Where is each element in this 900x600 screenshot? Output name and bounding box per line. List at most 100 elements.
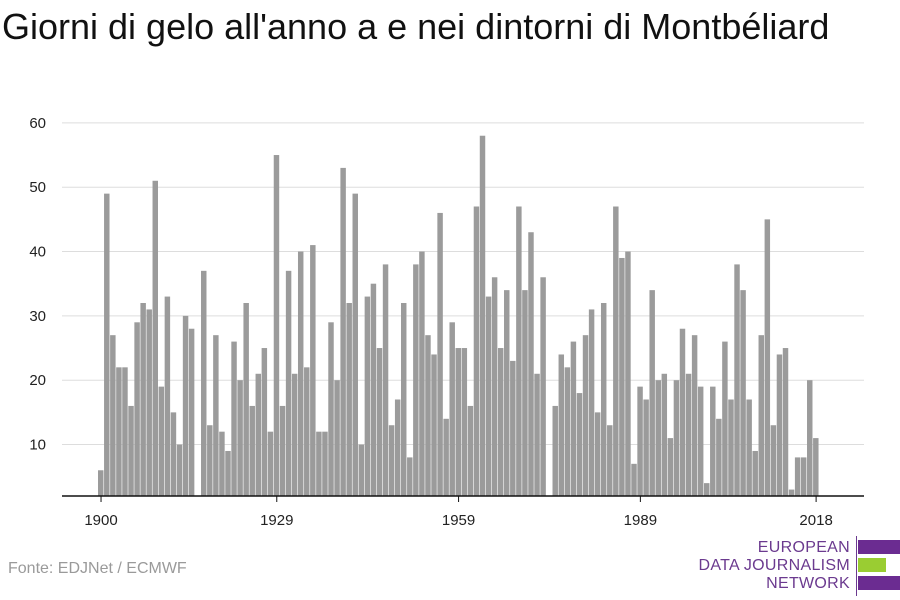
bar — [364, 296, 371, 496]
bar — [334, 380, 340, 496]
bar — [479, 135, 486, 496]
bar — [419, 251, 425, 496]
bar — [552, 405, 558, 496]
bar — [813, 438, 819, 496]
bar — [231, 341, 237, 496]
bar — [770, 425, 777, 496]
bar — [455, 348, 461, 496]
bar — [237, 380, 243, 496]
bar — [600, 303, 607, 496]
bar — [673, 380, 680, 496]
bar — [576, 393, 583, 496]
bar — [382, 264, 389, 496]
bar — [667, 438, 674, 496]
bar — [279, 405, 286, 496]
bar — [225, 450, 231, 496]
bar — [776, 354, 783, 496]
bar — [722, 341, 728, 496]
bar — [807, 380, 813, 496]
bar — [322, 431, 328, 496]
bar — [794, 457, 801, 496]
bar — [346, 303, 352, 496]
bar — [340, 167, 346, 496]
bar — [704, 483, 710, 496]
bar — [625, 251, 631, 496]
bar — [746, 399, 752, 496]
bar — [243, 303, 249, 496]
bar — [752, 450, 758, 496]
x-tick-label: 2018 — [799, 512, 832, 529]
bar — [291, 373, 298, 496]
bar — [297, 251, 304, 496]
x-tick-label: 1989 — [624, 512, 657, 529]
bar — [516, 206, 522, 496]
bar — [649, 290, 655, 496]
bar — [158, 386, 165, 496]
bar — [201, 270, 207, 496]
bar — [800, 457, 807, 496]
bar — [146, 309, 152, 496]
logo-divider — [856, 536, 857, 596]
y-tick-label: 60 — [29, 115, 46, 132]
logo-bar-purple-bottom — [858, 576, 900, 590]
bar — [467, 405, 474, 496]
source-credit: Fonte: EDJNet / ECMWF — [8, 560, 187, 577]
bar — [679, 328, 686, 496]
bar — [461, 348, 468, 496]
bar — [98, 470, 104, 496]
bar — [170, 412, 177, 496]
bar — [619, 257, 625, 496]
bar — [691, 335, 698, 496]
bar — [485, 296, 492, 496]
bar — [443, 418, 449, 496]
bar — [643, 399, 649, 496]
bar — [473, 206, 480, 496]
bar — [110, 335, 116, 496]
bar — [588, 309, 595, 496]
bar — [407, 457, 413, 496]
x-tick-label: 1900 — [84, 512, 117, 529]
bar — [607, 425, 613, 496]
bar — [413, 264, 419, 496]
bar — [534, 373, 540, 496]
bar — [304, 367, 310, 496]
bar — [116, 367, 122, 496]
bar — [716, 418, 722, 496]
logo-line-2: DATA JOURNALISM — [698, 557, 850, 574]
bar — [504, 290, 510, 496]
bar — [728, 399, 734, 496]
bar — [661, 373, 668, 496]
bar — [631, 463, 637, 496]
y-tick-label: 10 — [29, 437, 46, 454]
bar — [176, 444, 183, 496]
logo-line-3: NETWORK — [766, 575, 850, 592]
bar — [370, 283, 377, 496]
bar — [128, 405, 134, 496]
bar — [431, 354, 437, 496]
bar — [255, 373, 262, 496]
bar — [267, 431, 274, 496]
bar — [782, 348, 789, 496]
bar — [437, 212, 443, 496]
edjnet-logo[interactable]: EUROPEAN DATA JOURNALISM NETWORK — [698, 536, 900, 596]
bar — [352, 193, 358, 496]
logo-bar-purple-top — [858, 540, 900, 554]
chart-title: Giorni di gelo all'anno a e nei dintorni… — [2, 6, 830, 47]
logo-bar-green — [858, 558, 886, 572]
bar — [594, 412, 601, 496]
bar — [449, 322, 455, 496]
bar — [613, 206, 619, 496]
bar — [425, 335, 431, 496]
bar — [207, 425, 213, 496]
bar — [528, 232, 534, 496]
bar — [637, 386, 643, 496]
y-tick-label: 50 — [29, 179, 46, 196]
bar — [558, 354, 565, 496]
bar — [182, 315, 189, 496]
bar — [310, 245, 316, 496]
x-tick-label: 1959 — [442, 512, 475, 529]
bar — [316, 431, 322, 496]
bar — [328, 322, 334, 496]
bar — [764, 219, 771, 496]
